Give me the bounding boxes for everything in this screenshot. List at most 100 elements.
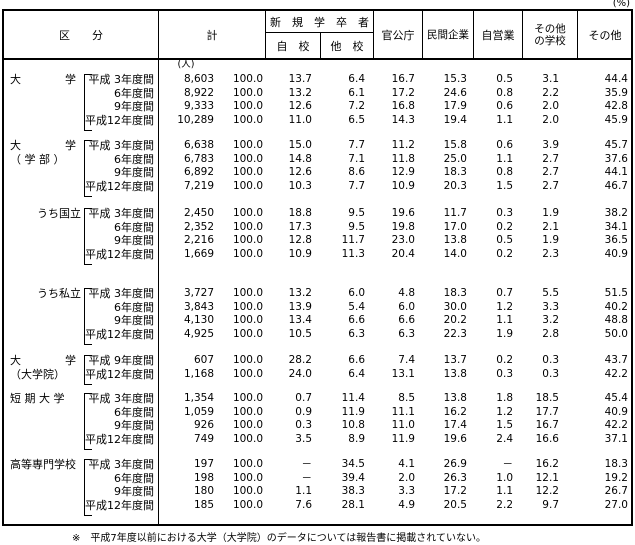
cell-government: 8.5 [398, 392, 415, 404]
cell-other: 42.8 [604, 100, 628, 112]
cell-government: 2.0 [398, 471, 415, 484]
cell-other-schools: 12.1 [535, 471, 559, 484]
cell-own-school: 15.0 [288, 139, 312, 151]
cell-other: 50.0 [604, 327, 628, 340]
cell-private-company: 20.5 [443, 498, 467, 511]
cell-total-count: 607 [193, 354, 214, 366]
cell-other: 34.1 [604, 220, 628, 233]
kubun-cell: 大 学（ 学 部 ） 平成 3年度間 6年度間 9年度間 平成12年度間 [4, 139, 158, 197]
kubun-cell: 大 学（大学院） 平成 9年度間 平成12年度間 [4, 354, 158, 385]
period-labels: 平成 3年度間 6年度間 9年度間 平成12年度間 [85, 73, 154, 127]
cell-government: 23.0 [391, 234, 415, 246]
period-label: 平成12年度間 [85, 367, 154, 381]
cell-government: 7.4 [398, 354, 415, 366]
cell-other: 42.2 [604, 367, 628, 380]
cell-other-school: 6.0 [348, 287, 365, 299]
cell-government: 19.6 [391, 207, 415, 219]
category-group: 短 期 大 学 平成 3年度間 6年度間 9年度間 平成12年度間 1,354 100.0 0… [4, 392, 632, 450]
cell-government: 4.8 [398, 287, 415, 299]
cell-other: 27.0 [604, 498, 628, 511]
cell-own-school: 0.3 [295, 419, 312, 431]
cell-government: 13.1 [391, 367, 415, 380]
cell-other-school: 11.3 [341, 247, 365, 260]
cell-self-employed: 0.3 [496, 367, 513, 380]
period-label: 6年度間 [114, 300, 154, 314]
period-label: 6年度間 [114, 405, 154, 419]
period-label: 9年度間 [114, 166, 154, 179]
cell-total-percent: 100.0 [232, 327, 263, 340]
cell-other-schools: 2.1 [542, 220, 559, 233]
group-label: 大 学 [10, 73, 76, 87]
cell-private-company: 15.3 [443, 73, 467, 85]
cell-private-company: 20.3 [443, 179, 467, 192]
cell-government: 6.6 [398, 314, 415, 326]
header-total: 計 [158, 11, 265, 58]
cell-other-schools: 5.5 [542, 287, 559, 299]
cell-total-count: 8,603 [183, 73, 214, 85]
cell-total-count: 1,669 [183, 247, 214, 260]
cell-other: 26.7 [604, 485, 628, 497]
period-label: 平成12年度間 [85, 432, 154, 446]
table-row: 3,727 100.0 13.2 6.0 4.8 18.3 0.7 5.5 51.5 [158, 287, 632, 301]
cell-own-school: 14.8 [288, 152, 312, 165]
cell-other-schools: 2.7 [542, 166, 559, 178]
kubun-cell: 短 期 大 学 平成 3年度間 6年度間 9年度間 平成12年度間 [4, 392, 158, 450]
header-private-company: 民間企業 [422, 11, 473, 58]
cell-total-count: 2,352 [183, 220, 214, 233]
cell-other-schools: 16.2 [535, 458, 559, 470]
cell-self-employed: 0.7 [496, 287, 513, 299]
table-row: 8,603 100.0 13.7 6.4 16.7 15.3 0.5 3.1 44.4 [158, 73, 632, 87]
group-data-rows: 197 100.0 － 34.5 4.1 26.9 － 16.2 18.3 198 100.0 － 39… [158, 458, 632, 512]
cell-total-count: 185 [193, 498, 214, 511]
cell-other-schools: 2.3 [542, 247, 559, 260]
cell-self-employed: 0.3 [496, 207, 513, 219]
group-bracket [84, 140, 92, 197]
statistics-table: 区 分 計 新 規 学 卒 者 自 校 他 校 官公庁 民間企業 自営業 その他… [2, 9, 633, 526]
cell-other-school: 38.3 [341, 485, 365, 497]
cell-other: 51.5 [604, 287, 628, 299]
cell-other-schools: 3.1 [542, 73, 559, 85]
group-bracket [84, 459, 92, 516]
unit-person-label: (人) [177, 59, 195, 70]
table-row: 749 100.0 3.5 8.9 11.9 19.6 2.4 16.6 37.1 [158, 433, 632, 447]
cell-other-school: 6.4 [348, 73, 365, 85]
category-group: 大 学（ 学 部 ） 平成 3年度間 6年度間 9年度間 平成12年度間 6,638 100… [4, 139, 632, 197]
table-header: 区 分 計 新 規 学 卒 者 自 校 他 校 官公庁 民間企業 自営業 その他… [4, 11, 631, 60]
cell-private-company: 20.2 [443, 314, 467, 326]
cell-own-school: 12.6 [288, 166, 312, 178]
cell-private-company: 17.4 [443, 419, 467, 431]
cell-private-company: 25.0 [443, 152, 467, 165]
group-data-rows: 3,727 100.0 13.2 6.0 4.8 18.3 0.7 5.5 51.5 3,843 1… [158, 287, 632, 341]
cell-self-employed: 1.1 [496, 485, 513, 497]
cell-other-school: 5.4 [348, 300, 365, 313]
cell-private-company: 11.7 [443, 207, 467, 219]
cell-total-count: 197 [193, 458, 214, 470]
cell-other-school: 28.1 [341, 498, 365, 511]
cell-private-company: 18.3 [443, 287, 467, 299]
unit-percent-label: (%) [612, 0, 630, 9]
cell-other-schools: 2.7 [542, 179, 559, 192]
period-label: 平成12年度間 [85, 179, 154, 193]
header-other-school: 他 校 [320, 33, 373, 58]
table-row: 6,783 100.0 14.8 7.1 11.8 25.0 1.1 2.7 37.6 [158, 153, 632, 167]
cell-private-company: 15.8 [443, 139, 467, 151]
cell-other: 40.2 [604, 300, 628, 313]
cell-self-employed: 0.6 [496, 139, 513, 151]
group-label-line: 大 学 [10, 354, 76, 367]
cell-other-schools: 1.9 [542, 207, 559, 219]
cell-self-employed: 1.1 [496, 314, 513, 326]
cell-total-count: 1,168 [183, 367, 214, 380]
group-data-rows: 6,638 100.0 15.0 7.7 11.2 15.8 0.6 3.9 45.7 6,783… [158, 139, 632, 193]
cell-other: 43.7 [604, 354, 628, 366]
cell-private-company: 14.0 [443, 247, 467, 260]
cell-other-schools: 2.2 [542, 86, 559, 99]
table-row: 9,333 100.0 12.6 7.2 16.8 17.9 0.6 2.0 42.8 [158, 100, 632, 114]
period-label: 平成 3年度間 [88, 458, 155, 471]
table-row: 3,843 100.0 13.9 5.4 6.0 30.0 1.2 3.3 40.2 [158, 301, 632, 315]
cell-own-school: 28.2 [288, 354, 312, 366]
cell-other-school: 9.5 [348, 220, 365, 233]
cell-self-employed: － [502, 458, 514, 470]
cell-other: 44.1 [604, 166, 628, 178]
cell-private-company: 17.9 [443, 100, 467, 112]
